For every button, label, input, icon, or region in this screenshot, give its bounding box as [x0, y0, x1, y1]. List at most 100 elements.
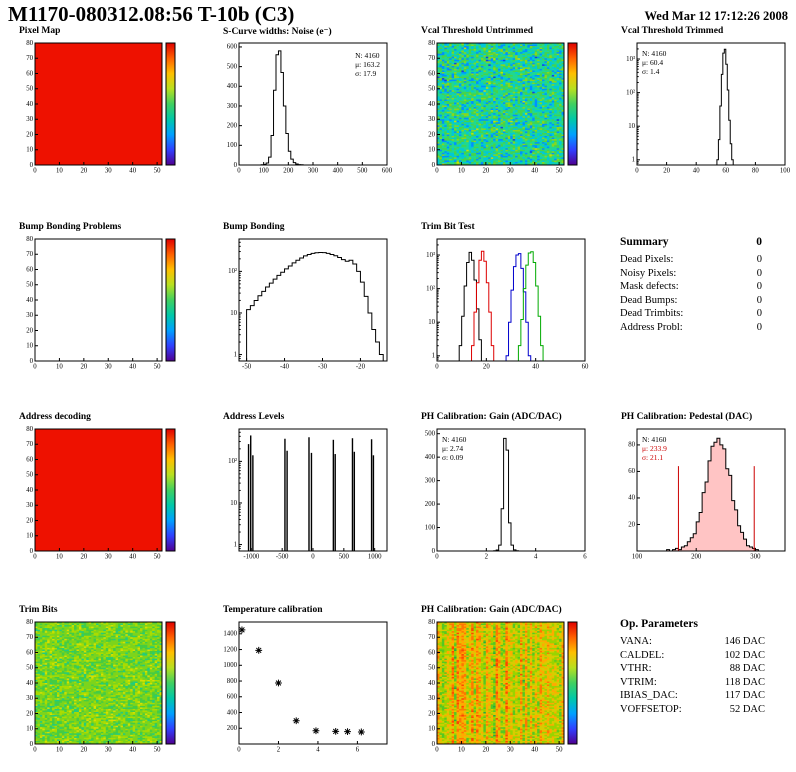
chart-canvas-bump-problems: [10, 235, 192, 375]
summary-value: 0: [756, 254, 762, 265]
op-parameter-label: CALDEL:: [620, 649, 665, 661]
panel-ph-pedestal: PH Calibration: Pedestal (DAC) N: 4160 μ…: [612, 412, 794, 570]
panel-address-decoding: Address decoding: [10, 412, 192, 570]
chart-title: Address Levels: [223, 412, 285, 422]
summary-value: 0: [756, 281, 762, 292]
chart-title: S-Curve widths: Noise (e⁻): [223, 27, 332, 37]
chart-canvas-trim-bit-test: [412, 235, 594, 375]
chart-title: Bump Bonding Problems: [19, 222, 122, 232]
op-parameters-header: Op. Parameters: [620, 618, 765, 630]
summary-header: Summary 0: [620, 236, 762, 248]
summary-row: Mask defects: 0: [620, 280, 762, 294]
summary-label: Dead Pixels:: [620, 254, 674, 265]
vcal-untrimmed-plot: [412, 39, 594, 179]
chart-canvas-ph-pedestal: [612, 425, 794, 565]
op-parameter-row: CALDEL: 102 DAC: [620, 649, 765, 663]
chart-title: Pixel Map: [19, 26, 61, 36]
op-parameter-label: VTHR:: [620, 663, 652, 674]
panel-ph-gain-map: PH Calibration: Gain (ADC/DAC): [412, 605, 594, 763]
pixel-map-plot: [10, 39, 192, 179]
summary-total: 0: [756, 236, 762, 248]
op-parameter-row: VTHR: 88 DAC: [620, 662, 765, 676]
summary-label: Dead Trimbits:: [620, 308, 684, 319]
stats-box: N: 4160 μ: 2.74 σ: 0.09: [442, 435, 466, 462]
ph-gain-hist-plot: N: 4160 μ: 2.74 σ: 0.09: [412, 425, 594, 565]
summary-label: Address Probl:: [620, 321, 683, 333]
chart-title: PH Calibration: Gain (ADC/DAC): [421, 605, 562, 615]
op-parameter-value: 52 DAC: [729, 703, 765, 715]
panel-bump-bonding: Bump Bonding: [214, 222, 396, 380]
chart-canvas-temp-calibration: [214, 618, 396, 758]
chart-canvas-scurve-noise: [214, 39, 396, 179]
summary-row: Dead Bumps: 0: [620, 294, 762, 308]
trim-bit-test-plot: [412, 235, 594, 375]
chart-title: Trim Bits: [19, 605, 58, 615]
chart-canvas-vcal-untrimmed: [412, 39, 594, 179]
op-parameter-label: VOFFSETOP:: [620, 703, 682, 715]
temp-calibration-plot: [214, 618, 396, 758]
stat-line: σ: 17.9: [355, 69, 377, 78]
chart-canvas-address-decoding: [10, 425, 192, 565]
panel-scurve-noise: S-Curve widths: Noise (e⁻) N: 4160 μ: 16…: [214, 26, 396, 184]
bump-bonding-plot: [214, 235, 396, 375]
chart-title: Vcal Threshold Trimmed: [621, 26, 724, 36]
summary-label: Noisy Pixels:: [620, 267, 677, 279]
op-parameters-title: Op. Parameters: [620, 618, 698, 630]
chart-title: Temperature calibration: [223, 605, 323, 615]
summary-row: Dead Trimbits: 0: [620, 307, 762, 321]
summary-title: Summary: [620, 236, 669, 248]
panel-address-levels: Address Levels: [214, 412, 396, 570]
op-parameter-label: VTRIM:: [620, 676, 657, 688]
summary-value: 0: [756, 321, 762, 333]
op-parameters-panel: Op. Parameters VANA: 146 DAC CALDEL: 102…: [620, 618, 765, 716]
trim-bits-map-plot: [10, 618, 192, 758]
stat-line: μ: 60.4: [642, 58, 664, 67]
stats-box: N: 4160 μ: 163.2 σ: 17.9: [355, 51, 380, 78]
summary-panel: Summary 0 Dead Pixels: 0 Noisy Pixels: 0…: [620, 236, 762, 334]
op-parameter-value: 146 DAC: [724, 636, 765, 647]
stats-box: N: 4160 μ: 60.4 σ: 1.4: [642, 49, 666, 76]
op-parameter-value: 117 DAC: [724, 690, 765, 701]
address-levels-plot: [214, 425, 396, 565]
chart-canvas-ph-gain-map: [412, 618, 594, 758]
scurve-noise-plot: N: 4160 μ: 163.2 σ: 17.9: [214, 39, 396, 179]
stat-line: N: 4160: [642, 435, 667, 444]
chart-canvas-address-levels: [214, 425, 396, 565]
op-parameter-value: 102 DAC: [724, 649, 765, 661]
chart-canvas-ph-gain-hist: [412, 425, 594, 565]
panel-vcal-untrimmed: Vcal Threshold Untrimmed: [412, 26, 594, 184]
panel-pixel-map: Pixel Map: [10, 26, 192, 184]
page-title: M1170-080312.08:56 T-10b (C3): [8, 2, 295, 26]
stat-line: N: 4160: [442, 435, 467, 444]
stat-line: σ: 21.1: [642, 453, 664, 462]
op-parameter-label: IBIAS_DAC:: [620, 690, 678, 701]
summary-row: Dead Pixels: 0: [620, 253, 762, 267]
ph-gain-map-plot: [412, 618, 594, 758]
bump-problems-plot: [10, 235, 192, 375]
panel-trim-bit-test: Trim Bit Test: [412, 222, 594, 380]
stat-line: μ: 233.9: [642, 444, 667, 453]
chart-canvas-vcal-trimmed: [612, 39, 794, 179]
panel-bump-problems: Bump Bonding Problems: [10, 222, 192, 380]
summary-value: 0: [756, 294, 762, 306]
stat-line: N: 4160: [642, 49, 667, 58]
chart-title: PH Calibration: Gain (ADC/DAC): [421, 412, 562, 422]
stat-line: μ: 163.2: [355, 60, 380, 69]
chart-canvas-pixel-map: [10, 39, 192, 179]
op-parameter-row: VTRIM: 118 DAC: [620, 676, 765, 690]
op-parameter-value: 118 DAC: [724, 676, 765, 688]
report-datetime: Wed Mar 12 17:12:26 2008: [644, 9, 788, 23]
chart-title: PH Calibration: Pedestal (DAC): [621, 412, 753, 422]
summary-row: Address Probl: 0: [620, 321, 762, 335]
chart-title: Address decoding: [19, 412, 91, 422]
op-parameter-value: 88 DAC: [729, 663, 765, 674]
summary-label: Mask defects:: [620, 281, 679, 292]
stats-box: N: 4160 μ: 233.9 σ: 21.1: [642, 435, 667, 462]
op-parameter-row: VANA: 146 DAC: [620, 635, 765, 649]
vcal-trimmed-plot: N: 4160 μ: 60.4 σ: 1.4: [612, 39, 794, 179]
stat-line: N: 4160: [355, 51, 380, 60]
summary-value: 0: [756, 308, 762, 319]
stat-line: σ: 1.4: [642, 67, 660, 76]
op-parameter-label: VANA:: [620, 636, 652, 647]
